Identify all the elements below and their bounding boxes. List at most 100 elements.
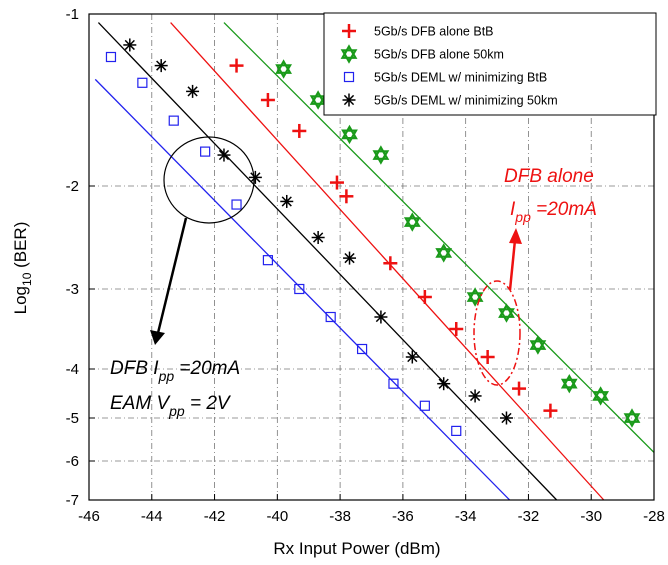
x-tick-label: -40	[266, 508, 288, 525]
y-tick-label: -4	[66, 361, 79, 378]
x-tick-label: -30	[580, 508, 602, 525]
data-point-star	[529, 335, 547, 355]
fit-lines	[94, 22, 655, 501]
x-tick-label: -38	[329, 508, 351, 525]
data-point-square	[168, 115, 179, 126]
tick-labels: -46 -44 -42 -40 -38 -36 -34 -32 -30 -28 -1 -2 -3 -4 -5…	[66, 6, 665, 525]
x-tick-label: -44	[141, 508, 163, 525]
y-tick-label: -6	[66, 453, 79, 470]
red-arrow-head	[509, 228, 522, 244]
data-point-asterisk	[248, 170, 262, 184]
data-point-star	[435, 243, 453, 263]
data-point-square	[388, 378, 399, 389]
data-point-star	[466, 287, 484, 307]
data-point-star	[623, 408, 641, 428]
data-point-square	[262, 255, 274, 266]
red-annotation-sub: pp	[514, 209, 531, 225]
data-point-square	[451, 425, 462, 436]
data-point-star	[309, 90, 327, 110]
x-tick-label: -28	[643, 508, 665, 525]
legend-label: 5Gb/s DFB alone 50km	[374, 48, 504, 62]
data-point-asterisk	[186, 84, 200, 98]
black-annotation-l2-rest: = 2V	[185, 393, 232, 414]
dfb-highlight-ellipse	[473, 280, 521, 386]
y-tick-label: -2	[66, 178, 79, 195]
data-point-square	[231, 199, 242, 210]
y-axis-label: Log10 (BER)	[11, 222, 34, 315]
red-annotation-value: =20mA	[531, 199, 597, 220]
x-axis-label: Rx Input Power (dBm)	[273, 539, 440, 558]
y-tick-label: -3	[66, 281, 79, 298]
data-point-asterisk	[437, 377, 451, 391]
data-point-plus	[329, 175, 344, 190]
y-axis-label-main: Log	[11, 286, 30, 314]
black-annotation-l1-rest: =20mA	[174, 358, 240, 379]
data-point-asterisk	[123, 38, 137, 52]
x-tick-label: -34	[455, 508, 477, 525]
legend-label: 5Gb/s DEML w/ minimizing 50km	[374, 94, 558, 108]
black-annotation-l1-main: DFB I	[110, 358, 159, 379]
data-point-star	[592, 386, 610, 406]
data-point-plus	[292, 123, 307, 138]
data-point-star	[560, 373, 578, 394]
legend-box	[323, 12, 657, 116]
red-annotation-i: I	[510, 199, 516, 220]
fit-line-plus	[170, 22, 605, 501]
data-point-plus	[512, 381, 527, 396]
data-point-plus	[229, 58, 244, 73]
data-point-square	[356, 343, 368, 355]
black-annotation-l2-sub: pp	[168, 403, 185, 419]
data-point-square	[200, 146, 211, 157]
data-point-plus	[449, 322, 464, 336]
data-point-plus	[543, 403, 558, 418]
legend-label: 5Gb/s DEML w/ minimizing BtB	[374, 71, 547, 85]
black-annotation-line2: EAM Vpp = 2V	[110, 393, 232, 419]
legend-marker-asterisk	[342, 93, 356, 107]
data-point-plus	[339, 189, 354, 204]
data-point-square	[137, 77, 148, 88]
data-point-asterisk	[405, 350, 419, 364]
data-point-star	[341, 124, 358, 145]
data-point-asterisk	[374, 310, 388, 324]
black-annotation-l2-main: EAM V	[110, 393, 171, 414]
black-arrow-line	[156, 217, 188, 334]
data-point-star	[372, 145, 390, 165]
y-axis-label-rest: (BER)	[11, 222, 30, 273]
y-tick-label: -7	[66, 492, 79, 509]
red-arrow-line	[508, 239, 517, 291]
legend-marker-plus	[342, 24, 356, 38]
data-point-plus	[417, 290, 432, 304]
black-annotation-l1-sub: pp	[158, 368, 175, 384]
data-point-asterisk	[217, 148, 231, 162]
data-point-asterisk	[154, 59, 168, 73]
legend-marker-square	[343, 71, 355, 83]
black-annotation-line1: DFB Ipp =20mA	[110, 358, 240, 384]
data-markers	[105, 38, 641, 436]
data-point-square	[325, 311, 336, 323]
data-point-square	[294, 283, 305, 295]
data-point-plus	[480, 350, 495, 364]
y-tick-label: -5	[66, 410, 79, 427]
x-tick-label: -36	[392, 508, 414, 525]
data-point-star	[403, 212, 421, 232]
y-axis-label-sub: 10	[20, 272, 34, 286]
red-annotation-line1: DFB alone	[504, 166, 594, 187]
fit-line-square	[94, 78, 511, 501]
deml-highlight-ellipse	[163, 136, 255, 224]
data-point-plus	[260, 93, 275, 107]
fit-line-star	[223, 22, 655, 453]
data-point-asterisk	[311, 231, 325, 244]
x-tick-label: -42	[204, 508, 226, 525]
x-tick-label: -46	[78, 508, 100, 525]
legend-marker-star	[340, 44, 358, 64]
data-point-asterisk	[499, 411, 513, 425]
data-point-plus	[383, 256, 398, 271]
data-point-star	[498, 303, 515, 323]
data-point-star	[275, 59, 293, 79]
data-point-asterisk	[280, 194, 294, 208]
data-point-asterisk	[468, 389, 482, 403]
x-tick-label: -32	[518, 508, 540, 525]
legend: 5Gb/s DFB alone BtB 5Gb/s DFB alone 50km 5…	[323, 12, 657, 116]
red-annotation-line2: Ipp =20mA	[510, 199, 597, 225]
